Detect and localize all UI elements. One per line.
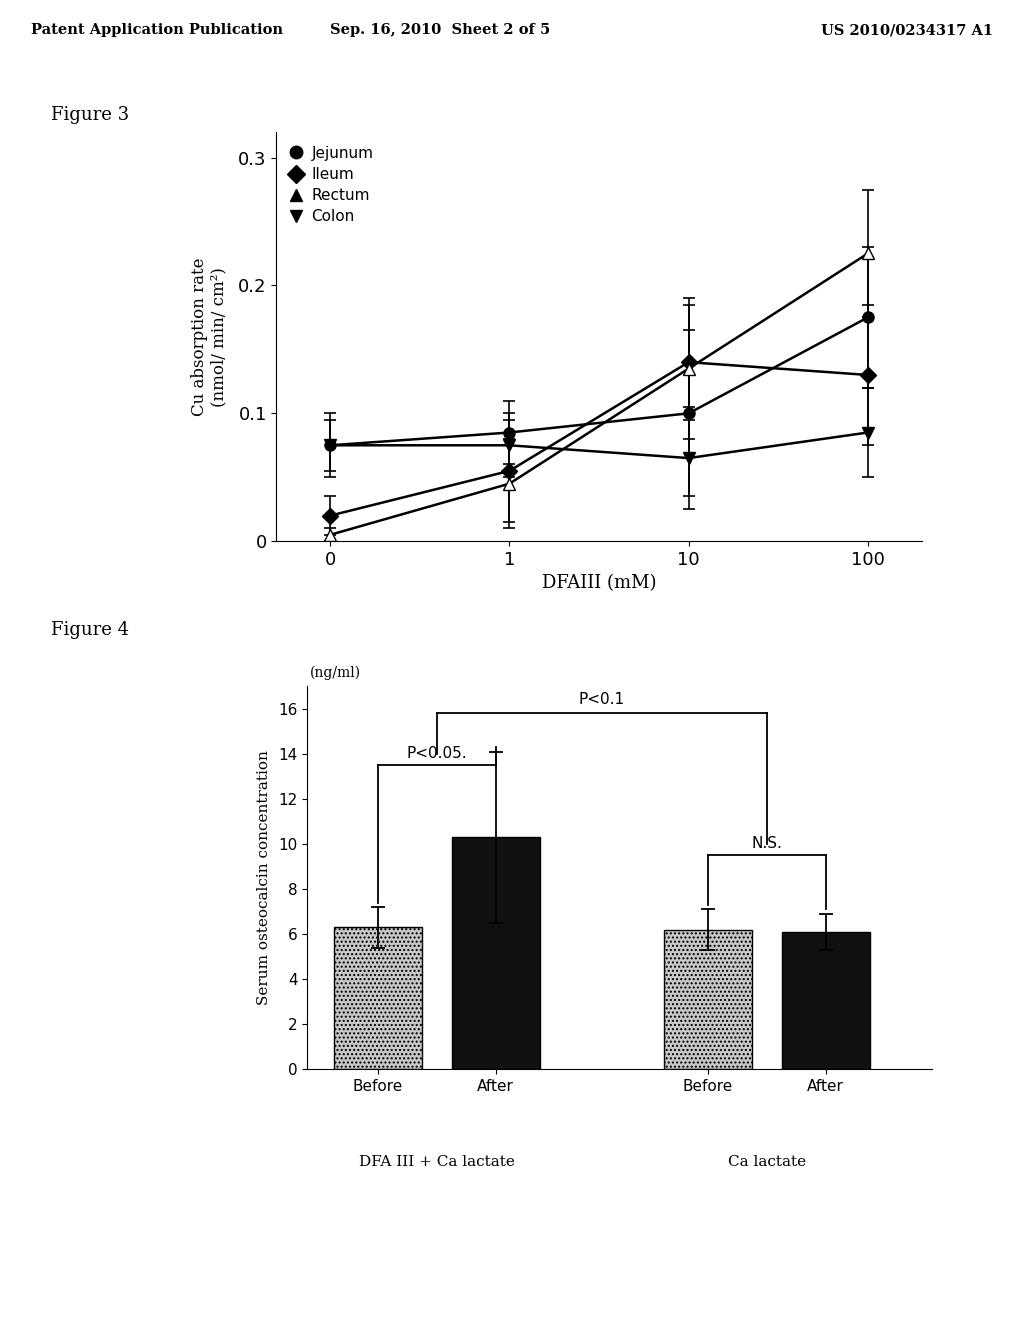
X-axis label: DFAIII (mM): DFAIII (mM)	[542, 574, 656, 593]
Text: DFA III + Ca lactate: DFA III + Ca lactate	[358, 1155, 515, 1168]
Text: US 2010/0234317 A1: US 2010/0234317 A1	[821, 22, 993, 37]
Bar	[781, 932, 870, 1069]
Y-axis label: Cu absorption rate
(nmol/ min/ cm²): Cu absorption rate (nmol/ min/ cm²)	[190, 257, 227, 416]
Text: (ng/ml): (ng/ml)	[309, 665, 360, 680]
Legend: Jejunum, Ileum, Rectum, Colon: Jejunum, Ileum, Rectum, Colon	[284, 140, 380, 230]
Text: N.S.: N.S.	[752, 836, 782, 851]
Text: Figure 3: Figure 3	[51, 107, 129, 124]
Text: Sep. 16, 2010  Sheet 2 of 5: Sep. 16, 2010 Sheet 2 of 5	[330, 22, 551, 37]
Bar	[664, 929, 752, 1069]
Text: Figure 4: Figure 4	[51, 622, 129, 639]
Y-axis label: Serum osteocalcin concentration: Serum osteocalcin concentration	[257, 750, 271, 1006]
Bar	[452, 837, 540, 1069]
Bar	[334, 928, 422, 1069]
Text: P<0.1: P<0.1	[579, 692, 625, 706]
Text: P<0.05.: P<0.05.	[407, 746, 467, 760]
Text: Ca lactate: Ca lactate	[728, 1155, 806, 1168]
Text: Patent Application Publication: Patent Application Publication	[31, 22, 283, 37]
